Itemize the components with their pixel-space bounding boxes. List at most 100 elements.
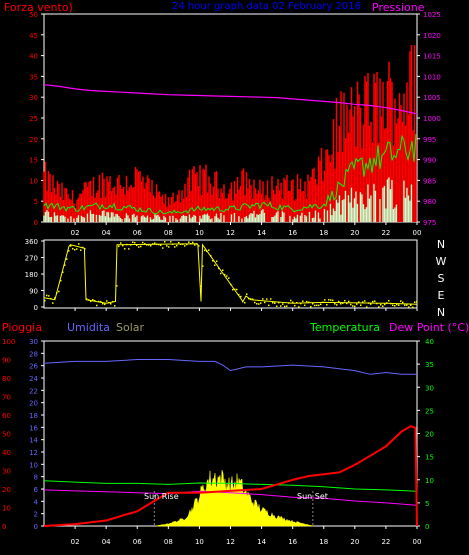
pressure-ytick-label: 1015 bbox=[423, 53, 441, 61]
wind-direction-point bbox=[114, 305, 116, 307]
wind-ytick-label: 0 bbox=[34, 219, 38, 227]
sunset-label: Sun Set bbox=[297, 492, 328, 501]
wind-direction-point bbox=[88, 299, 90, 301]
wind-direction-point bbox=[280, 305, 282, 307]
humidity-ytick-label: 22 bbox=[29, 387, 38, 395]
wind-direction-point bbox=[390, 302, 392, 305]
humidity-ytick-label: 4 bbox=[34, 498, 39, 506]
wind-direction-point bbox=[354, 305, 356, 308]
compass-label-e: E bbox=[438, 289, 445, 302]
legend-solar: Solar bbox=[116, 321, 145, 334]
rain-ytick-label: 10 bbox=[2, 505, 11, 513]
wind-direction-point bbox=[414, 301, 416, 303]
series-layer bbox=[43, 44, 418, 527]
wind-direction-point bbox=[170, 241, 172, 243]
wind-direction-point bbox=[200, 285, 202, 288]
climate-xtick-label: 12 bbox=[226, 538, 235, 546]
wind-direction-point bbox=[386, 302, 388, 304]
wind-direction-point bbox=[368, 302, 370, 304]
wind-direction-point bbox=[248, 297, 250, 300]
humidity-ytick-label: 8 bbox=[34, 474, 38, 482]
wind-direction-point bbox=[96, 304, 98, 307]
wind-direction-point bbox=[340, 303, 342, 305]
legend-rain: Pioggia bbox=[2, 321, 42, 334]
humidity-ytick-label: 2 bbox=[34, 511, 38, 519]
compass-label-w: W bbox=[436, 255, 447, 268]
humidity-ytick-label: 20 bbox=[29, 400, 38, 408]
wind-direction-point bbox=[192, 241, 194, 244]
wind-direction-point bbox=[68, 250, 70, 252]
climate-xtick-label: 16 bbox=[288, 538, 297, 546]
wind-direction-point bbox=[94, 299, 96, 302]
wind-direction-point bbox=[172, 243, 174, 246]
wind-xtick-label: 14 bbox=[257, 229, 266, 237]
grid-layer bbox=[153, 491, 314, 526]
wind-direction-point bbox=[132, 241, 134, 243]
wind-direction-point bbox=[396, 303, 398, 306]
compass-label-n: N bbox=[437, 306, 445, 319]
wind-direction-point bbox=[102, 302, 104, 305]
wind-direction-point bbox=[252, 298, 254, 301]
wind-direction-point bbox=[152, 243, 154, 245]
wind-direction-point bbox=[312, 302, 314, 305]
wind-direction-point bbox=[236, 288, 238, 291]
wind-direction-point bbox=[408, 306, 410, 308]
pressure-ytick-label: 990 bbox=[423, 157, 436, 165]
wind-direction-point bbox=[238, 293, 240, 296]
wind-direction-point bbox=[314, 304, 316, 307]
wind-ytick-label: 45 bbox=[29, 32, 38, 40]
wind-direction-point bbox=[362, 301, 364, 303]
wind-direction-point bbox=[282, 303, 284, 305]
pressure-ytick-label: 985 bbox=[423, 177, 436, 185]
wind-direction-point bbox=[168, 246, 170, 248]
wind-direction-point bbox=[60, 279, 62, 282]
wind-direction-point bbox=[100, 300, 102, 303]
wind-direction-point bbox=[98, 300, 100, 303]
wind-direction-point bbox=[48, 295, 50, 297]
temp-ytick-label: 10 bbox=[425, 477, 434, 485]
wind-direction-point bbox=[46, 294, 48, 297]
legend-humidity: Umidita bbox=[67, 321, 110, 334]
climate-xtick-label: 08 bbox=[164, 538, 173, 546]
wind-direction-point bbox=[208, 249, 210, 251]
humidity-ytick-label: 18 bbox=[29, 412, 38, 420]
wind-direction-point bbox=[410, 304, 412, 306]
wind-direction-point bbox=[230, 283, 232, 286]
wind-xtick-label: 00 bbox=[413, 229, 422, 237]
direction-plot-area bbox=[43, 239, 418, 309]
wind-direction-point bbox=[124, 248, 126, 250]
wind-direction-point bbox=[250, 298, 252, 300]
wind-direction-point bbox=[226, 275, 228, 277]
wind-direction-point bbox=[348, 300, 350, 303]
wind-direction-point bbox=[138, 246, 140, 248]
wind-xtick-label: 12 bbox=[226, 229, 235, 237]
wind-direction-point bbox=[64, 264, 66, 266]
wind-direction-point bbox=[62, 271, 64, 274]
pressure-ytick-label: 1025 bbox=[423, 11, 441, 19]
wind-direction-point bbox=[194, 244, 196, 246]
temp-ytick-label: 15 bbox=[425, 454, 434, 462]
wind-direction-point bbox=[372, 300, 374, 303]
wind-ytick-label: 35 bbox=[29, 73, 38, 81]
wind-direction-point bbox=[332, 299, 334, 302]
wind-ytick-label: 40 bbox=[29, 53, 38, 61]
wind-direction-point bbox=[188, 241, 190, 243]
wind-direction-point bbox=[412, 306, 414, 309]
pressure-line bbox=[43, 84, 418, 115]
wind-ytick-label: 25 bbox=[29, 115, 38, 123]
wind-direction-point bbox=[374, 300, 376, 302]
climate-xtick-label: 14 bbox=[257, 538, 266, 546]
rain-ytick-label: 40 bbox=[2, 449, 11, 457]
wind-direction-point bbox=[394, 305, 396, 307]
wind-direction-point bbox=[318, 304, 320, 307]
wind-direction-point bbox=[344, 299, 346, 302]
climate-xtick-label: 04 bbox=[102, 538, 111, 546]
climate-xtick-label: 22 bbox=[381, 538, 390, 546]
wind-direction-point bbox=[126, 243, 128, 246]
wind-direction-point bbox=[80, 249, 82, 251]
wind-direction-point bbox=[198, 245, 200, 247]
wind-direction-point bbox=[156, 243, 158, 246]
rain-ytick-label: 80 bbox=[2, 375, 11, 383]
wind-xtick-label: 04 bbox=[102, 229, 111, 237]
wind-direction-point bbox=[304, 304, 306, 307]
